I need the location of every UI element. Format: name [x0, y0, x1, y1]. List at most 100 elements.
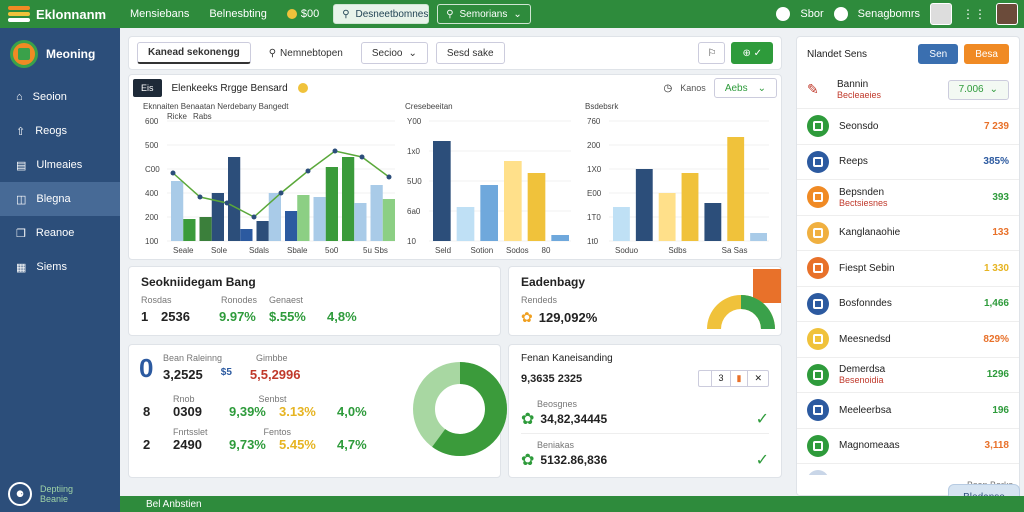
bar [551, 235, 569, 241]
gauge-card: Eadenbagy Rendeds ✿ 129,092% [508, 266, 782, 336]
right-panel-row-name: Bosfonndes [839, 298, 892, 310]
add-button[interactable]: ⊕ ✓ [731, 42, 773, 64]
legend-item: Ricke [167, 112, 188, 121]
right-panel-row-name: Meesnedsd [839, 333, 891, 345]
clock-icon[interactable] [776, 7, 791, 21]
search-tab[interactable]: ⚲ Nemnebtopen [258, 42, 353, 64]
bar [527, 173, 546, 241]
right-panel-row-name: Kanglanaohie [839, 227, 901, 239]
filter-icon-button[interactable]: ⚐ [698, 42, 726, 64]
kpi-row-2: Beniakas ✿ 5132.86,836 ✓ [521, 440, 769, 470]
stats-2-row-value: 9,73% [229, 437, 266, 452]
sidebar-item-copy[interactable]: ❐ Reanoe [0, 216, 120, 250]
right-panel-row-value: 393 [992, 191, 1009, 203]
home-icon: ⌂ [16, 91, 23, 103]
send-button[interactable]: Sesd sake [435, 42, 505, 64]
right-panel-row[interactable]: Kanglanaohie 133 [797, 216, 1019, 251]
nav-item-2[interactable]: Belnesbting [209, 8, 267, 20]
stats-2-row1-value-1: 3,2525 [163, 367, 203, 382]
filter-icon: ⚐ [707, 47, 717, 59]
right-panel-row[interactable]: Magnomeaas 3,118 [797, 429, 1019, 464]
pager[interactable]: ​ 3 ▮ ✕ [698, 370, 769, 387]
section-select[interactable]: Secioo ⌄ [360, 42, 428, 64]
stats-2-row1-value-3: 5,5,2996 [249, 367, 301, 382]
stats-card-1: Seokniidegam Bang Rosdas Ronodes Genaest… [128, 266, 501, 336]
sidebar-item-label: Ulmeaies [36, 159, 83, 171]
right-panel-row-name: Demerdsa [839, 364, 886, 376]
right-panel-select[interactable]: 7.006 ⌄ [947, 79, 1009, 100]
app-logo[interactable]: Eklonnanm [0, 5, 120, 23]
accessibility-icon: ⚈ [8, 482, 32, 506]
y-tick-label: 200 [145, 213, 159, 222]
pager-prev[interactable]: ​ [699, 371, 711, 386]
right-panel-row-name: Reeps [839, 156, 868, 168]
close-icon[interactable]: ✕ [747, 371, 768, 386]
x-tick-label: 5o0 [325, 246, 339, 255]
chevron-down-icon: ⌄ [757, 82, 766, 94]
user-item-2[interactable]: Senagbomrs [857, 8, 920, 20]
x-tick-label: Sole [211, 246, 228, 255]
x-tick-label: Sdbs [668, 246, 686, 255]
sidebar-item-grid[interactable]: ▦ Siems [0, 250, 120, 284]
gauge-label: Rendeds [521, 295, 558, 305]
apps-grid-icon[interactable]: ⋮⋮ [962, 7, 986, 21]
stats-2-row-marker: 2 [143, 437, 151, 452]
nav-item-3-label: $00 [300, 8, 320, 20]
sidebar-item-home[interactable]: ⌂ Seoion [0, 80, 120, 114]
list-item-icon [807, 434, 829, 457]
right-panel-row[interactable]: Meeleerbsa 196 [797, 393, 1019, 429]
right-panel-list: Seonsdo 7 239 Reeps 385% Bepsnden Bectsiesnes… [797, 109, 1019, 495]
y-tick-label: 100 [145, 237, 159, 246]
chart-panel-title: Elenkeeks Rrgge Bensard [171, 82, 288, 94]
right-panel-button-1[interactable]: Sen [918, 44, 959, 64]
sidebar-item-library[interactable]: ▤ Ulmeaies [0, 148, 120, 182]
book-icon: ▤ [16, 159, 27, 172]
stats-1-value-1: 2536 [161, 309, 190, 324]
chart-panel-select[interactable]: Aebs ⌄ [713, 78, 777, 98]
tab-active[interactable]: Kanead sekonengg [137, 42, 251, 64]
donut-fill [413, 362, 507, 456]
stats-1-label-3: Genaest [269, 295, 304, 305]
nav-item-3[interactable]: $00 [277, 8, 329, 20]
right-panel-row[interactable]: Reeps 385% [797, 145, 1019, 180]
stats-card-2: 0 Bean Raleinng Gimbbe 3,2525 $5 5,5,299… [128, 344, 507, 478]
bar [727, 137, 745, 241]
footer-line-2: Beanie [40, 494, 69, 504]
stats-2-row-value: 5.45% [279, 437, 316, 452]
search-input[interactable]: ⚲ Desneetbomnes [333, 4, 430, 24]
sidebar-item-label: Seoion [32, 91, 67, 103]
avatar[interactable] [930, 3, 952, 25]
user-item-1[interactable]: Sbor [800, 8, 824, 20]
right-panel-row[interactable]: Meesnedsd 829% [797, 322, 1019, 358]
kpi-row-value: 34,82,34445 [540, 412, 608, 426]
profile-avatar[interactable] [996, 3, 1018, 25]
filter-dropdown[interactable]: ⚲ Semorians ⌄ [437, 4, 531, 24]
right-panel-button-2[interactable]: Besa [964, 44, 1009, 64]
pager-page[interactable]: 3 [711, 371, 729, 386]
y-tick-label: 5U0 [407, 177, 422, 186]
sidebar-title: Meoning [46, 47, 96, 61]
chevron-down-icon: ⌄ [408, 47, 417, 59]
y-tick-label: C00 [145, 165, 160, 174]
right-panel-row[interactable]: Demerdsa Besenoidia 1296 [797, 358, 1019, 393]
right-panel-row[interactable]: Seonsdo 7 239 [797, 109, 1019, 145]
nav-item-1[interactable]: Mensiebans [130, 8, 190, 20]
sidebar-footer[interactable]: ⚈ Deptiing Beanie [8, 482, 73, 506]
sidebar-item-layers[interactable]: ◫ Blegna [0, 182, 120, 216]
check-icon: ✓ [755, 411, 769, 428]
sidebar-item-label: Blegna [36, 193, 71, 205]
right-panel-row[interactable]: Bepsnden Bectsiesnes 393 [797, 180, 1019, 216]
right-panel-row[interactable]: Bosfonndes 1,466 [797, 287, 1019, 322]
right-panel-row-value: 1 330 [983, 262, 1009, 274]
chart-title: Cresebeeitan [405, 102, 453, 111]
gauge-chart [707, 269, 781, 329]
list-item-icon [807, 221, 829, 244]
sidebar-item-reports[interactable]: ⇧ Reogs [0, 114, 120, 148]
list-item-icon [807, 328, 829, 351]
settings-icon[interactable] [833, 7, 848, 21]
bar [382, 199, 395, 241]
right-panel-row[interactable]: Fiespt Sebin 1 330 [797, 251, 1019, 287]
app-name: Eklonnanm [36, 6, 107, 22]
y-tick-label: 1X0 [587, 165, 602, 174]
pager-bar-icon: ▮ [729, 371, 748, 386]
